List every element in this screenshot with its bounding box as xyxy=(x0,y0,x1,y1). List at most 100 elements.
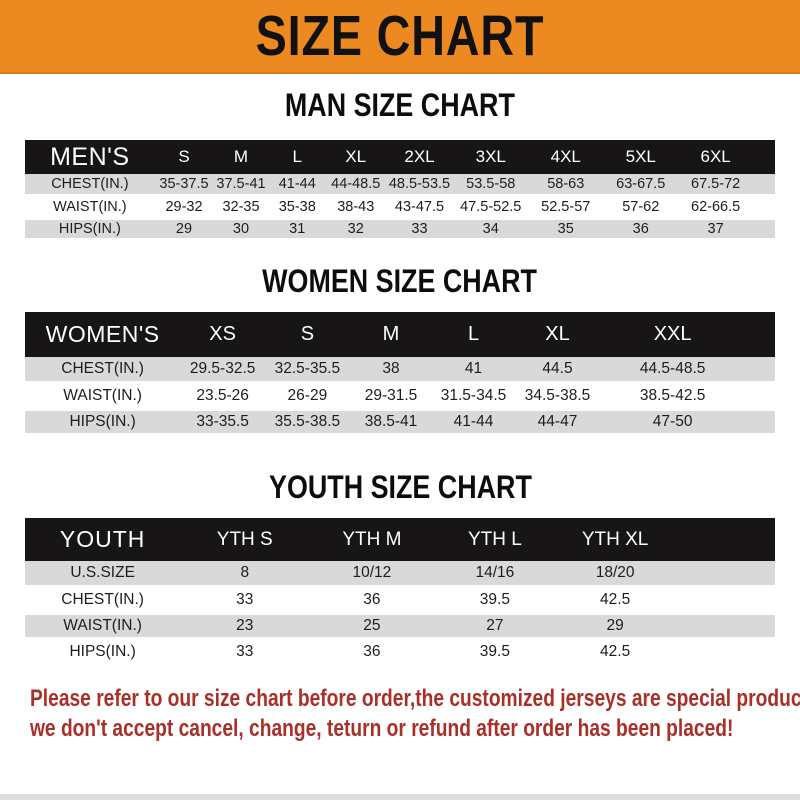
youth-section-heading: YOUTH SIZE CHART xyxy=(0,469,800,505)
size-value-cell: 29-31.5 xyxy=(364,387,418,404)
size-value-cell: 42.5 xyxy=(600,591,631,608)
table-row: HIPS(IN.) 33-35.5 35.5-38.5 38.5-41 41-44 44-… xyxy=(25,409,775,435)
men-size-table: MEN'S S M L XL 2XL 3XL 4XL 5XL 6XL CHEST(IN.) 35-37… xyxy=(25,140,775,242)
size-value-cell: 35.5-38.5 xyxy=(274,413,341,430)
women-size-table: WOMEN'S XS S M L XL XXL CHEST(IN.) 29.5-32.5 32.5… xyxy=(25,312,775,437)
table-row: CHEST(IN.) 35-37.5 37.5-41 41-44 44-48.5 48.5… xyxy=(25,174,775,196)
column-header: XL xyxy=(545,323,570,345)
table-header-row: YOUTH YTH S YTH M YTH L YTH XL xyxy=(25,518,775,561)
men-section-heading-text: MAN SIZE CHART xyxy=(285,87,515,123)
column-header: L xyxy=(467,323,480,345)
column-header: XXL xyxy=(653,323,692,345)
size-value-cell: 34 xyxy=(482,221,499,237)
row-label: WAIST(IN.) xyxy=(63,617,142,634)
column-header: M xyxy=(382,323,400,345)
size-value-cell: 33 xyxy=(411,221,428,237)
youth-section-heading-text: YOUTH SIZE CHART xyxy=(268,469,532,505)
banner-title: SIZE CHART xyxy=(255,3,545,68)
size-value-cell: 38.5-42.5 xyxy=(639,387,706,404)
size-value-cell: 57-62 xyxy=(622,199,660,215)
men-section-heading: MAN SIZE CHART xyxy=(0,87,800,123)
size-value-cell: 25 xyxy=(363,617,381,634)
row-label: HIPS(IN.) xyxy=(69,643,136,660)
size-value-cell: 32-35 xyxy=(222,199,260,215)
size-value-cell: 10/12 xyxy=(352,564,392,581)
size-value-cell: 32.5-35.5 xyxy=(274,360,341,377)
row-label: WAIST(IN.) xyxy=(53,199,127,215)
column-header: 4XL xyxy=(550,147,581,166)
row-label: U.S.SIZE xyxy=(70,564,135,581)
size-value-cell: 47-50 xyxy=(652,413,693,430)
size-value-cell: 36 xyxy=(363,643,381,660)
size-value-cell: 14/16 xyxy=(475,564,515,581)
column-header: YTH M xyxy=(342,528,402,550)
size-value-cell: 38.5-41 xyxy=(364,413,418,430)
size-value-cell: 63-67.5 xyxy=(616,176,666,192)
size-value-cell: 26-29 xyxy=(287,387,328,404)
order-disclaimer-note: Please refer to our size chart before or… xyxy=(30,684,800,743)
table-row: U.S.SIZE 8 10/12 14/16 18/20 xyxy=(25,561,775,587)
column-header: 3XL xyxy=(475,147,506,166)
row-label: CHEST(IN.) xyxy=(61,591,144,608)
size-value-cell: 29 xyxy=(606,617,624,634)
size-value-cell: 29.5-32.5 xyxy=(189,360,256,377)
table-row: WAIST(IN.) 29-32 32-35 35-38 38-43 43-47.5 47.… xyxy=(25,196,775,218)
size-value-cell: 29-32 xyxy=(165,199,203,215)
size-value-cell: 44-48.5 xyxy=(331,176,381,192)
table-row: CHEST(IN.) 33 36 39.5 42.5 xyxy=(25,587,775,613)
size-value-cell: 31 xyxy=(289,221,306,237)
size-value-cell: 33 xyxy=(236,591,254,608)
size-value-cell: 62-66.5 xyxy=(691,199,741,215)
size-value-cell: 29 xyxy=(175,221,193,237)
size-value-cell: 8 xyxy=(240,564,250,581)
size-value-cell: 36 xyxy=(632,221,649,237)
size-value-cell: 31.5-34.5 xyxy=(440,387,507,404)
size-value-cell: 35-38 xyxy=(278,199,316,215)
disclaimer-line-1: Please refer to our size chart before or… xyxy=(30,685,800,712)
column-header: YTH L xyxy=(467,528,522,550)
youth-size-table: YOUTH YTH S YTH M YTH L YTH XL U.S.SIZE 8 10/12… xyxy=(25,518,775,667)
size-value-cell: 43-47.5 xyxy=(394,199,445,215)
size-value-cell: 23 xyxy=(236,617,254,634)
column-header: S xyxy=(300,323,315,345)
size-value-cell: 23.5-26 xyxy=(196,387,249,404)
row-label: HIPS(IN.) xyxy=(69,413,136,430)
column-header: YTH S xyxy=(216,528,273,550)
women-section-heading: WOMEN SIZE CHART xyxy=(0,263,800,299)
column-header: L xyxy=(292,147,302,166)
size-value-cell: 52.5-57 xyxy=(541,199,591,215)
size-value-cell: 38-43 xyxy=(337,199,375,215)
size-value-cell: 41 xyxy=(464,360,483,377)
size-value-cell: 58-63 xyxy=(547,176,585,192)
size-value-cell: 18/20 xyxy=(595,564,635,581)
size-value-cell: 30 xyxy=(232,221,250,237)
size-value-cell: 42.5 xyxy=(600,643,631,660)
size-value-cell: 53.5-58 xyxy=(466,176,516,192)
size-value-cell: 27 xyxy=(486,617,504,634)
size-value-cell: 39.5 xyxy=(479,643,510,660)
size-value-cell: 35 xyxy=(557,221,574,237)
bottom-edge-strip xyxy=(0,794,800,800)
table-header-row: WOMEN'S XS S M L XL XXL xyxy=(25,312,775,357)
row-label: CHEST(IN.) xyxy=(61,360,144,377)
size-value-cell: 36 xyxy=(363,591,381,608)
size-value-cell: 41-44 xyxy=(278,176,316,192)
size-value-cell: 44.5 xyxy=(542,360,573,377)
disclaimer-line-2: we don't accept cancel, change, teturn o… xyxy=(30,714,734,742)
size-value-cell: 35-37.5 xyxy=(159,176,209,192)
size-value-cell: 39.5 xyxy=(479,591,510,608)
size-value-cell: 37.5-41 xyxy=(216,176,266,192)
size-chart-banner: SIZE CHART xyxy=(0,0,800,74)
table-row: CHEST(IN.) 29.5-32.5 32.5-35.5 38 41 44.5 44.5… xyxy=(25,357,775,383)
size-value-cell: 44-47 xyxy=(537,413,578,430)
size-value-cell: 32 xyxy=(347,221,364,237)
row-label: WAIST(IN.) xyxy=(63,387,142,404)
table-row: WAIST(IN.) 23.5-26 26-29 29-31.5 31.5-34.5 34… xyxy=(25,383,775,409)
size-value-cell: 41-44 xyxy=(453,413,494,430)
size-value-cell: 38 xyxy=(382,360,400,377)
row-label: HIPS(IN.) xyxy=(58,221,121,237)
column-header: XS xyxy=(209,323,236,345)
table-corner-label: WOMEN'S xyxy=(45,321,160,347)
table-corner-label: MEN'S xyxy=(50,142,130,171)
column-header: 6XL xyxy=(700,147,731,166)
